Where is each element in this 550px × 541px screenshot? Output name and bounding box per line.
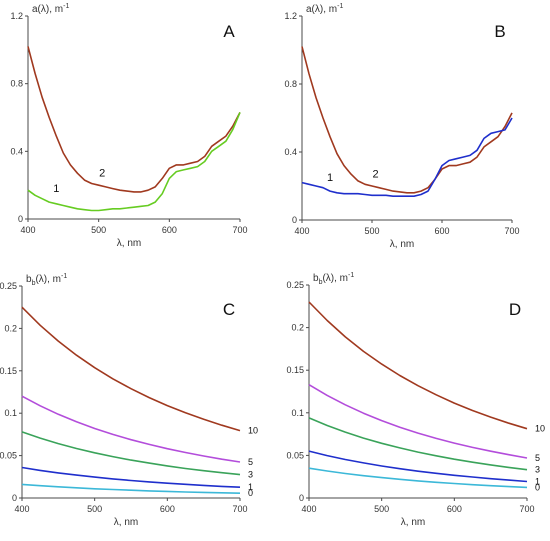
y-tick-label: 0.8 [284, 79, 297, 89]
y-axis-title: bb(λ), m-1 [313, 272, 354, 286]
y-axis-title-superscript: -1 [63, 3, 69, 10]
panel-d: 400 500 600 700 0 0.05 0.1 0.15 0.2 0.25 bb(λ), m-… [286, 272, 545, 528]
panel-label: C [223, 300, 235, 319]
y-axis-title-superscript: -1 [61, 273, 67, 280]
series-line-1 [301, 117, 513, 197]
y-tick-label: 1.2 [10, 11, 23, 21]
series-line-5 [308, 384, 528, 459]
y-axis-title-main: b [26, 274, 32, 285]
y-tick-label: 0.25 [0, 281, 17, 291]
y-axis-title-main: a(λ), m [32, 4, 63, 15]
series-line-10 [308, 301, 528, 430]
x-tick-label: 600 [162, 225, 177, 235]
y-tick-label: 0.05 [286, 450, 304, 460]
x-tick-label: 500 [87, 504, 102, 514]
series-line-5 [21, 395, 241, 463]
x-tick-label: 500 [374, 504, 389, 514]
curve-label-2: 2 [372, 169, 378, 181]
series-label-0: 0 [535, 482, 540, 492]
x-tick-label: 700 [232, 225, 247, 235]
y-tick-label: 0.4 [284, 147, 297, 157]
x-tick-label: 700 [519, 504, 534, 514]
series-label-0: 0 [248, 488, 253, 498]
x-axis-title: λ, nm [390, 239, 414, 250]
series-line-1 [21, 466, 241, 488]
series-label-10: 10 [535, 424, 545, 434]
series-label-1: 1 [535, 476, 540, 486]
panel-b: 400 500 600 700 0 0.4 0.8 1.2 a(λ), m-1 λ, nm B 2 1 [284, 3, 519, 250]
y-axis-title-rest: (λ), m [322, 273, 348, 284]
y-tick-label: 0 [18, 214, 23, 224]
series-line-2 [27, 46, 241, 193]
series-line-0 [308, 467, 528, 489]
series-line-1 [27, 112, 241, 212]
x-tick-label: 400 [20, 225, 35, 235]
panel-label: D [509, 300, 521, 319]
y-tick-label: 0.1 [4, 408, 17, 418]
y-tick-label: 0 [299, 493, 304, 503]
y-tick-label: 0.1 [291, 408, 304, 418]
series-line-3 [308, 417, 528, 471]
y-tick-label: 0.8 [10, 79, 23, 89]
series-line-2 [301, 46, 513, 194]
x-tick-label: 600 [160, 504, 175, 514]
x-tick-label: 600 [447, 504, 462, 514]
curve-label-1: 1 [327, 172, 333, 184]
curve-label-1: 1 [53, 183, 59, 195]
y-tick-label: 0.4 [10, 146, 23, 156]
y-axis-title-superscript: -1 [337, 3, 343, 10]
y-axis-title: a(λ), m-1 [306, 3, 343, 15]
panel-a: 400 500 600 700 0 0.4 0.8 1.2 a(λ), m-1 λ, nm A 2 1 [10, 3, 247, 249]
y-axis-title-subscript: b [32, 280, 36, 287]
x-tick-label: 400 [14, 504, 29, 514]
x-axis-title: λ, nm [401, 517, 425, 528]
y-axis-title: bb(λ), m-1 [26, 273, 67, 287]
panel-label: B [494, 22, 505, 41]
series-label-3: 3 [248, 470, 253, 480]
series-label-5: 5 [248, 457, 253, 467]
series-line-3 [21, 431, 241, 476]
y-tick-label: 0 [12, 493, 17, 503]
y-tick-label: 0.2 [291, 323, 304, 333]
y-tick-label: 0.15 [286, 365, 304, 375]
y-tick-label: 0.05 [0, 451, 17, 461]
series-line-1 [308, 450, 528, 483]
y-axis-title-superscript: -1 [348, 272, 354, 279]
y-tick-label: 1.2 [284, 11, 297, 21]
x-tick-label: 700 [232, 504, 247, 514]
series-line-10 [21, 306, 241, 432]
series-label-5: 5 [535, 453, 540, 463]
series-label-10: 10 [248, 426, 258, 436]
x-tick-label: 400 [301, 504, 316, 514]
y-axis-title-main: b [313, 273, 319, 284]
x-axis-title: λ, nm [117, 238, 141, 249]
y-axis-title-main: a(λ), m [306, 4, 337, 15]
y-axis-title-subscript: b [319, 279, 323, 286]
x-tick-label: 500 [364, 226, 379, 236]
y-axis-title: a(λ), m-1 [32, 3, 69, 15]
y-tick-label: 0 [292, 215, 297, 225]
curve-label-2: 2 [99, 168, 105, 180]
x-axis-title: λ, nm [114, 517, 138, 528]
series-line-0 [21, 483, 241, 494]
x-tick-label: 400 [294, 226, 309, 236]
series-label-1: 1 [248, 482, 253, 492]
y-tick-label: 0.2 [4, 323, 17, 333]
panel-label: A [223, 22, 235, 41]
y-tick-label: 0.15 [0, 366, 17, 376]
x-tick-label: 500 [91, 225, 106, 235]
y-axis-title-rest: (λ), m [35, 274, 61, 285]
y-tick-label: 0.25 [286, 280, 304, 290]
x-tick-label: 700 [504, 226, 519, 236]
x-tick-label: 600 [434, 226, 449, 236]
series-label-3: 3 [535, 465, 540, 475]
